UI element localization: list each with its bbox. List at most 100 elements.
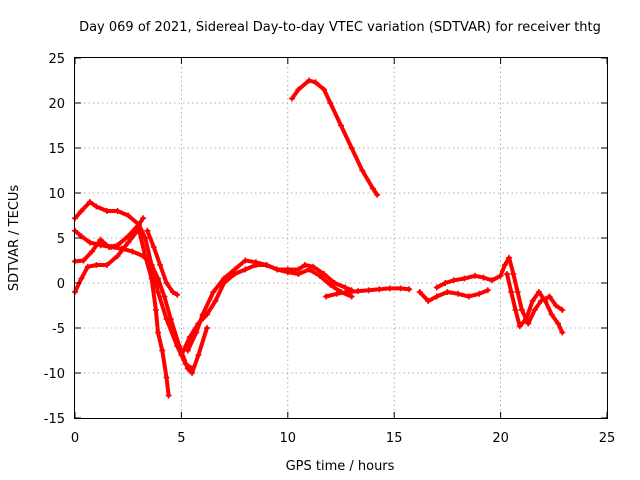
data-point [210,289,217,295]
data-point [106,244,113,250]
data-point [444,289,451,295]
data-point [489,277,496,284]
series-line [290,78,380,197]
x-tick-label: 20 [492,431,509,446]
data-point [512,307,519,313]
data-point [525,320,532,327]
data-point [416,289,423,295]
data-point [129,248,136,255]
data-point [425,298,432,304]
series-arc-10 [416,287,491,304]
series-arc-4 [72,226,172,399]
data-point [301,262,308,268]
data-point [542,298,549,304]
data-point [516,323,523,330]
data-point [284,269,291,276]
data-point [476,290,483,297]
data-point [154,275,161,282]
data-point [174,291,181,298]
data-point [312,79,319,86]
data-point [125,239,132,246]
data-point [306,77,313,84]
x-tick-label: 5 [177,431,185,446]
data-point [195,352,202,358]
data-point [125,212,132,219]
data-point [163,280,170,286]
x-tick-label: 25 [599,431,616,446]
y-axis-label: SDTVAR / TECUs [7,185,22,292]
data-point [165,392,172,399]
data-point [89,248,96,255]
series-arc-8 [289,77,381,198]
series-arc-5 [144,227,181,298]
data-point [333,290,340,297]
data-point [316,272,323,279]
series-line [434,255,565,326]
data-point [242,266,249,273]
data-point [374,191,381,198]
y-tick-label: 10 [48,187,65,202]
data-point [289,95,296,102]
data-point [455,290,462,297]
data-point [114,253,121,259]
data-point [84,263,91,270]
data-point [103,208,110,214]
data-point [497,272,504,279]
data-point [176,343,183,349]
data-point [433,284,440,291]
data-point [514,289,521,295]
data-point [154,289,161,295]
data-point [80,257,87,264]
data-point [159,347,166,354]
x-tick-label: 15 [386,431,403,446]
x-axis-label: GPS time / hours [286,459,395,474]
data-point [103,262,110,268]
series-arc-12 [503,271,566,336]
data-point [148,275,155,282]
y-tick-label: 15 [48,142,65,157]
data-point [365,287,372,294]
data-point [295,271,302,277]
y-tick-label: 25 [48,52,65,67]
series-line [417,288,490,303]
data-point [93,262,100,268]
plot-frame [74,57,608,419]
data-point [193,329,200,336]
data-point [506,254,513,261]
data-point [472,272,479,279]
data-point [199,311,206,318]
data-point [142,253,149,259]
data-point [348,293,355,300]
data-point [480,274,487,281]
data-point [252,259,259,266]
data-point [331,280,338,286]
data-point [465,293,472,300]
data-point [114,208,121,214]
data-point [376,286,383,293]
x-tick-label: 0 [71,431,79,446]
data-point [150,244,157,250]
y-tick-label: 0 [57,277,65,292]
data-point [184,365,191,372]
series-arc-11 [433,254,566,327]
data-point [531,307,538,313]
data-point [523,316,530,322]
data-point [184,347,191,354]
data-point [327,281,334,288]
data-point [114,242,121,249]
data-point [323,293,330,300]
y-tick-label: -15 [44,412,65,427]
data-point [242,257,249,264]
data-point [555,320,562,327]
data-point [274,266,281,273]
data-point [212,298,219,304]
data-point [369,185,376,192]
data-point [169,289,176,295]
data-point [310,263,317,270]
data-point [157,262,164,268]
data-point [397,285,404,292]
data-point [203,325,210,331]
data-point [86,239,93,246]
data-point [220,275,227,282]
data-point [442,280,449,286]
